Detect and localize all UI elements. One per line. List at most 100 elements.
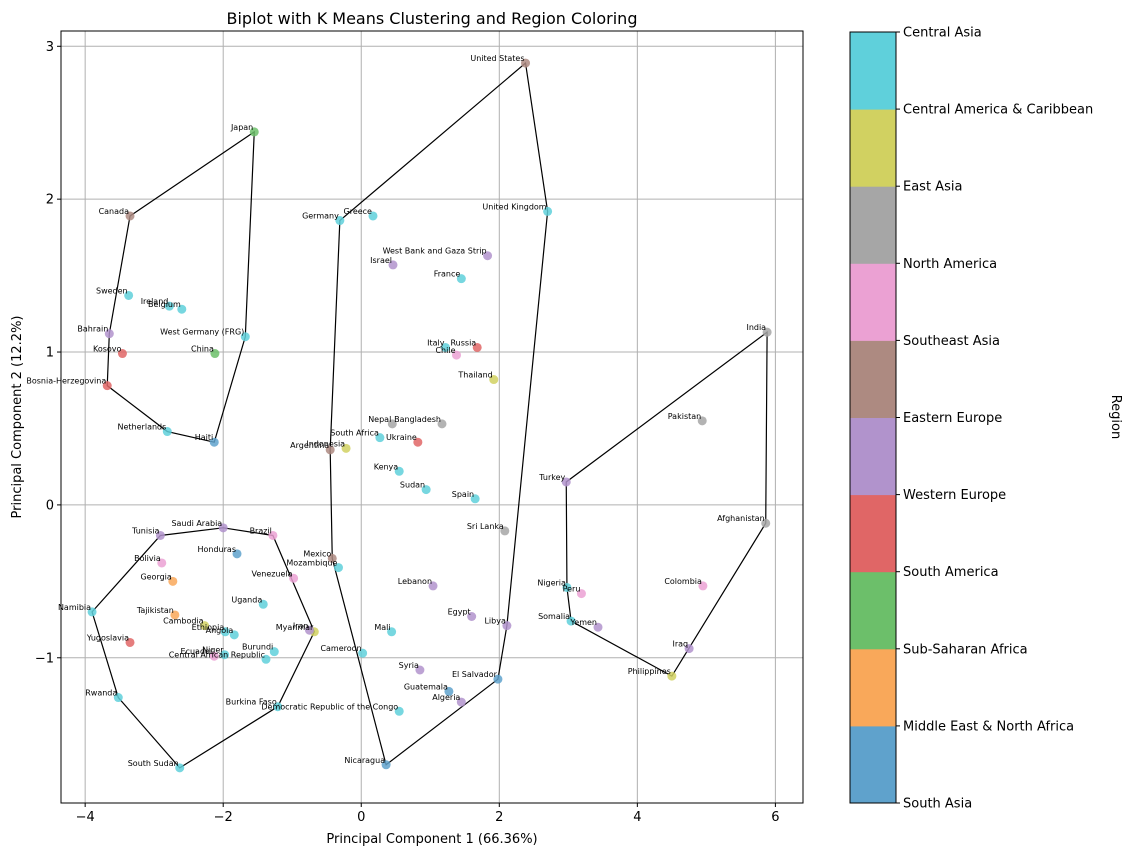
data-point <box>209 437 219 447</box>
data-point <box>125 637 135 647</box>
data-point <box>593 622 603 632</box>
x-tick-label: 4 <box>633 810 641 825</box>
data-point <box>175 763 185 773</box>
colorbar-segment <box>850 725 896 804</box>
data-point <box>761 518 771 528</box>
chart-title: Biplot with K Means Clustering and Regio… <box>227 9 638 28</box>
data-point <box>269 647 279 657</box>
colorbar-segment <box>850 571 896 650</box>
point-label: Peru <box>563 585 581 594</box>
data-point <box>470 494 480 504</box>
data-point <box>444 686 454 696</box>
x-axis-label: Principal Component 1 (66.36%) <box>326 832 537 847</box>
point-label: Bahrain <box>77 325 108 334</box>
point-label: Kenya <box>374 462 399 471</box>
data-point <box>325 445 335 455</box>
colorbar-segment <box>850 186 896 264</box>
data-points <box>87 58 772 773</box>
point-label: Iraq <box>672 640 688 649</box>
data-point <box>220 627 230 637</box>
data-point <box>249 127 259 137</box>
data-point <box>87 607 97 617</box>
data-point <box>493 674 503 684</box>
data-point <box>502 621 512 631</box>
point-label: Georgia <box>140 572 171 581</box>
data-point <box>456 697 466 707</box>
point-label: Guatemala <box>404 682 448 691</box>
point-label: Netherlands <box>118 423 167 432</box>
point-label: Thailand <box>457 371 492 380</box>
point-label: Pakistan <box>668 412 702 421</box>
colorbar-tick-label: Sub-Saharan Africa <box>903 642 1028 657</box>
point-label: Canada <box>99 207 130 216</box>
colorbar-tick-label: Middle East & North Africa <box>903 719 1074 734</box>
data-point <box>102 381 112 391</box>
point-label: Israel <box>370 256 392 265</box>
data-point <box>341 443 351 453</box>
point-label: Sweden <box>96 286 128 295</box>
point-label: Tajikistan <box>136 606 174 615</box>
point-label: Angola <box>206 626 234 635</box>
x-tick-label: −4 <box>76 810 95 825</box>
point-label: South Africa <box>330 429 379 438</box>
data-point <box>155 530 165 540</box>
point-label: Kosovo <box>93 345 122 354</box>
colorbar-tick-label: East Asia <box>903 180 962 195</box>
data-point <box>335 216 345 226</box>
point-label: Afghanistan <box>717 514 765 523</box>
point-label: Rwanda <box>85 689 117 698</box>
point-label: Yemen <box>569 618 597 627</box>
data-point <box>240 332 250 342</box>
point-label: Burkina Faso <box>226 698 277 707</box>
point-label: Sri Lanka <box>467 522 504 531</box>
point-label: Mozambique <box>286 559 337 568</box>
data-point <box>684 644 694 654</box>
point-label: United States <box>470 54 524 63</box>
point-label: El Salvador <box>452 670 498 679</box>
point-label: Egypt <box>448 607 471 616</box>
data-point <box>209 651 219 661</box>
data-point <box>164 301 174 311</box>
colorbar-tick-label: Eastern Europe <box>903 411 1002 426</box>
data-point <box>521 58 531 68</box>
y-tick-label: 0 <box>46 498 54 513</box>
colorbar: Central Asia Central America & Caribbean E… <box>849 26 1093 812</box>
data-point <box>440 342 450 352</box>
point-label: Syria <box>399 661 419 670</box>
x-tick-label: 0 <box>357 810 365 825</box>
data-point <box>358 648 368 658</box>
point-label: Mali <box>374 623 390 632</box>
point-label: Argentina <box>290 441 329 450</box>
point-label: Chile <box>435 346 455 355</box>
point-label: Central African Republic <box>169 650 265 659</box>
x-tick-label: 2 <box>495 810 503 825</box>
point-label: India <box>746 323 766 332</box>
point-label: Iran <box>293 621 309 630</box>
point-label: Saudi Arabia <box>171 519 222 528</box>
point-label: Russia <box>450 338 476 347</box>
data-point <box>210 349 220 359</box>
data-point <box>177 304 187 314</box>
point-label: Honduras <box>198 545 237 554</box>
point-label: West Germany (FRG) <box>160 328 244 337</box>
data-point <box>566 616 576 626</box>
data-point <box>421 485 431 495</box>
data-point <box>261 654 271 664</box>
cluster-hull-1 <box>106 130 255 443</box>
y-tick-label: 1 <box>46 346 54 361</box>
data-point <box>456 274 466 284</box>
colorbar-segment <box>850 263 896 341</box>
point-label: Nicaragua <box>344 756 385 765</box>
point-label: France <box>434 270 461 279</box>
point-label: Democratic Republic of the Congo <box>261 702 398 711</box>
data-point <box>168 576 178 586</box>
point-label: Nigeria <box>537 578 566 587</box>
data-point <box>232 549 242 559</box>
data-point <box>220 650 230 660</box>
data-point <box>415 665 425 675</box>
data-point <box>483 251 493 261</box>
point-label: Haiti <box>195 433 214 442</box>
point-label: Mexico <box>303 549 331 558</box>
data-point <box>388 260 398 270</box>
